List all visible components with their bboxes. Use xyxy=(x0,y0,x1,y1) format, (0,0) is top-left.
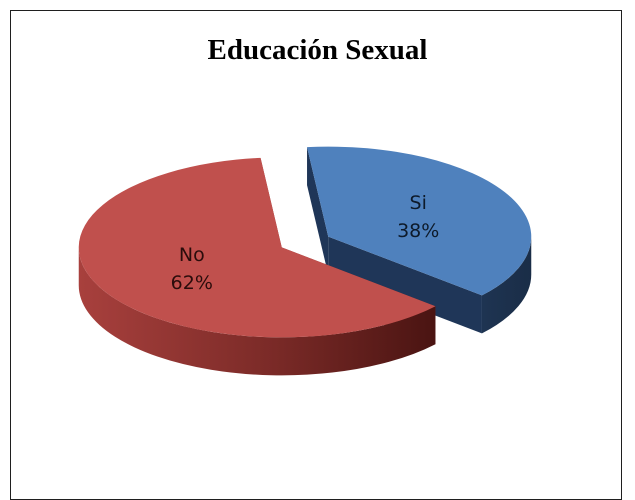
pie-slice-no xyxy=(78,157,436,376)
slice-value-label-si: 38% xyxy=(397,220,439,242)
chart-title: Educación Sexual xyxy=(207,34,428,66)
pie-edge-si xyxy=(307,147,329,275)
pie-chart: Si 38% No 62% xyxy=(78,146,532,376)
slice-label-no: No xyxy=(179,244,205,266)
pie-side-si xyxy=(481,236,532,334)
pie-top-no xyxy=(78,157,436,338)
slice-label-si: Si xyxy=(410,192,427,214)
pie-edge-si xyxy=(328,236,482,334)
pie-side-no xyxy=(78,247,436,376)
pie-slice-si xyxy=(307,146,532,334)
slice-value-label-no: 62% xyxy=(171,272,213,294)
pie-top-si xyxy=(307,146,532,296)
